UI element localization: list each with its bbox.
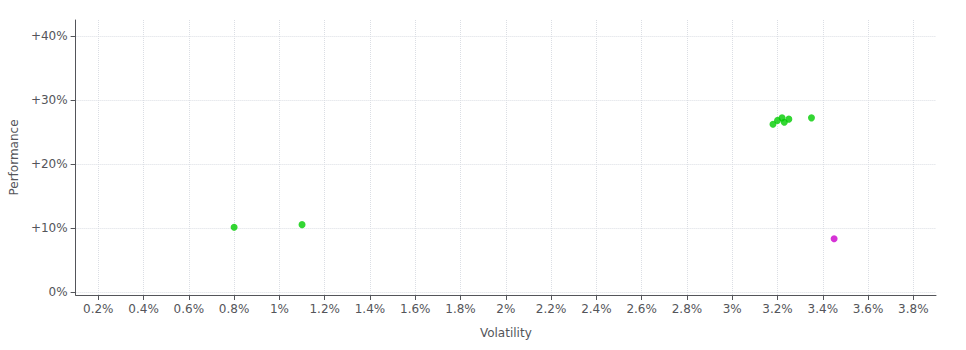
svg-text:3.4%: 3.4%: [808, 302, 839, 316]
svg-text:1.2%: 1.2%: [309, 302, 340, 316]
svg-text:0.4%: 0.4%: [128, 302, 159, 316]
svg-text:3%: 3%: [723, 302, 742, 316]
svg-text:+40%: +40%: [31, 29, 68, 43]
svg-text:Volatility: Volatility: [480, 326, 532, 340]
svg-text:3.8%: 3.8%: [898, 302, 929, 316]
svg-text:2.4%: 2.4%: [581, 302, 612, 316]
svg-text:+30%: +30%: [31, 93, 68, 107]
svg-text:0.6%: 0.6%: [174, 302, 205, 316]
svg-text:1.8%: 1.8%: [445, 302, 476, 316]
svg-text:1.6%: 1.6%: [400, 302, 431, 316]
svg-text:3.6%: 3.6%: [853, 302, 884, 316]
svg-text:1%: 1%: [270, 302, 289, 316]
svg-text:0%: 0%: [49, 285, 68, 299]
svg-text:Performance: Performance: [7, 119, 21, 195]
svg-text:+10%: +10%: [31, 221, 68, 235]
svg-text:2.6%: 2.6%: [626, 302, 657, 316]
svg-text:0.2%: 0.2%: [83, 302, 114, 316]
svg-text:0.8%: 0.8%: [219, 302, 250, 316]
svg-text:2%: 2%: [496, 302, 515, 316]
svg-text:2.8%: 2.8%: [672, 302, 703, 316]
svg-text:3.2%: 3.2%: [762, 302, 793, 316]
svg-text:+20%: +20%: [31, 157, 68, 171]
svg-text:2.2%: 2.2%: [536, 302, 567, 316]
svg-text:1.4%: 1.4%: [355, 302, 386, 316]
